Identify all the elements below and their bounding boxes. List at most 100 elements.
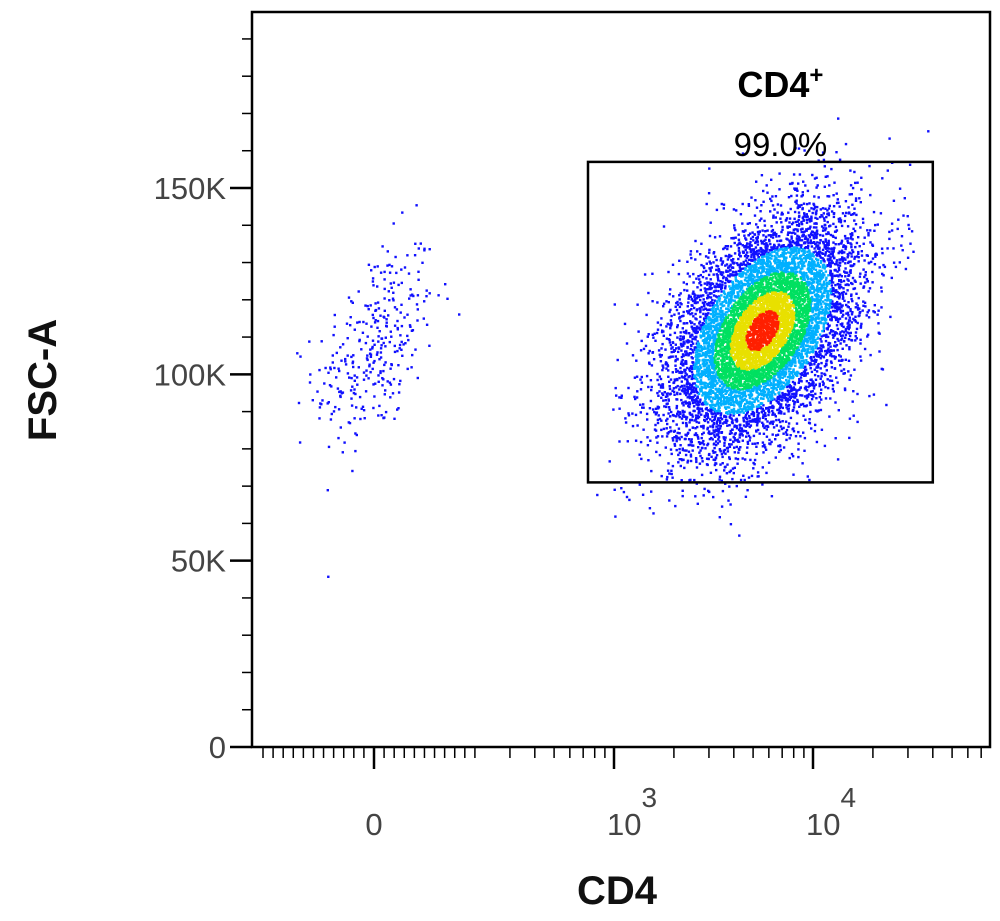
event-dot [318, 406, 322, 409]
event-dot [830, 293, 833, 296]
event-dot [647, 385, 650, 389]
event-dot [764, 271, 768, 274]
event-dot [792, 408, 795, 412]
event-dot [890, 276, 893, 280]
event-dot [834, 345, 837, 348]
event-dot [767, 397, 770, 401]
event-dot [711, 415, 714, 418]
event-dot [778, 373, 782, 376]
event-dot [711, 438, 714, 441]
event-dot [885, 403, 888, 407]
event-dot [751, 442, 754, 445]
event-dot [807, 385, 810, 389]
event-dot [786, 393, 789, 396]
event-dot [777, 408, 781, 411]
event-dot [742, 424, 746, 427]
event-dot [392, 222, 395, 225]
event-dot [835, 151, 838, 154]
event-dot [844, 292, 848, 295]
event-dot [813, 363, 816, 366]
event-dot [689, 478, 692, 482]
event-dot [686, 461, 689, 464]
event-dot [341, 451, 344, 454]
event-dot [869, 241, 872, 244]
event-dot [727, 401, 730, 405]
event-dot [765, 388, 769, 391]
event-dot [689, 250, 693, 253]
event-dot [781, 249, 785, 252]
event-dot [774, 195, 778, 198]
event-dot [705, 463, 709, 466]
event-dot [691, 382, 695, 385]
event-dot [614, 515, 617, 518]
event-dot [699, 283, 703, 287]
event-dot [782, 432, 785, 435]
event-dot [802, 341, 805, 345]
event-dot [841, 293, 844, 296]
event-dot [811, 259, 814, 262]
event-dot [840, 286, 843, 289]
event-dot [720, 287, 723, 291]
event-dot [717, 405, 721, 408]
event-dot [815, 209, 818, 212]
event-dot [702, 330, 705, 333]
event-dot [692, 315, 695, 318]
event-dot [711, 330, 714, 333]
event-dot [806, 238, 810, 241]
event-dot [708, 330, 711, 333]
event-dot [732, 407, 736, 411]
event-dot [762, 385, 766, 389]
event-dot [828, 247, 831, 250]
event-dot [437, 294, 440, 297]
event-dot [864, 281, 867, 284]
event-dot [765, 428, 768, 431]
event-dot [347, 296, 351, 299]
event-dot [768, 268, 771, 271]
event-dot [700, 376, 703, 379]
event-dot [843, 251, 846, 254]
event-dot [708, 167, 711, 170]
event-dot [819, 233, 822, 237]
event-dot [780, 398, 783, 402]
event-dot [726, 406, 729, 409]
event-dot [703, 352, 706, 356]
event-dot [746, 420, 749, 423]
event-dot [702, 358, 705, 361]
event-dot [731, 428, 734, 431]
event-dot [760, 390, 763, 393]
event-dot [373, 265, 376, 269]
event-dot [796, 257, 800, 260]
event-dot [770, 394, 774, 398]
event-dot [719, 398, 722, 402]
event-dot [757, 257, 761, 261]
event-dot [748, 245, 751, 249]
event-dot [721, 260, 725, 263]
event-dot [734, 457, 737, 460]
event-dot [696, 396, 699, 400]
event-dot [762, 234, 765, 237]
event-dot [815, 370, 819, 373]
event-dot [702, 265, 705, 268]
event-dot [799, 373, 802, 376]
event-dot [742, 419, 745, 422]
event-dot [829, 354, 832, 357]
event-dot [828, 379, 832, 382]
event-dot [834, 401, 837, 404]
event-dot [665, 300, 668, 303]
event-dot [694, 414, 698, 417]
event-dot [846, 239, 849, 243]
event-dot [768, 256, 772, 260]
event-dot [811, 281, 814, 284]
event-dot [782, 385, 785, 388]
event-dot [744, 430, 748, 433]
event-dot [391, 392, 395, 395]
event-dot [779, 385, 782, 388]
event-dot [871, 257, 875, 260]
event-dot [750, 413, 753, 416]
event-dot [683, 370, 687, 373]
event-dot [846, 283, 849, 286]
event-dot [848, 436, 851, 440]
event-dot [627, 414, 631, 417]
event-dot [812, 333, 815, 336]
event-dot [825, 309, 828, 312]
